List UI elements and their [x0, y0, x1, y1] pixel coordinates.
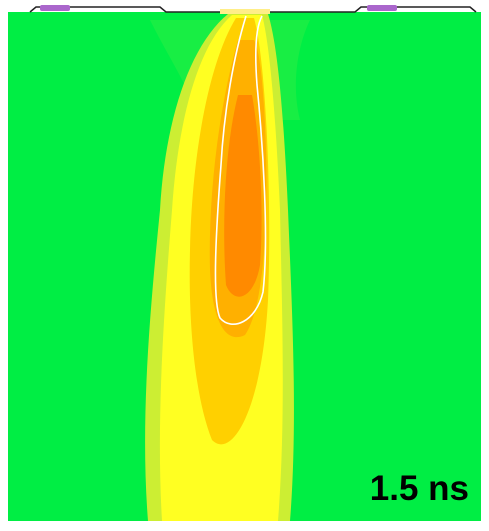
electrode-left [40, 5, 70, 11]
contour-field [8, 8, 481, 521]
electrode-right [367, 5, 397, 11]
simulation-view: 1.5 ns [0, 0, 489, 531]
strike-entry [220, 9, 270, 14]
page: {"label": "1.5 ns"} 1.5 ns (() => { cons… [0, 0, 489, 531]
time-label: 1.5 ns [370, 469, 469, 508]
